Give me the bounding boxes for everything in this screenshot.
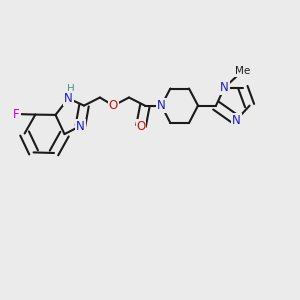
Text: Me: Me <box>235 66 250 76</box>
Text: H: H <box>67 84 75 94</box>
Text: N: N <box>220 81 229 94</box>
Text: N: N <box>64 92 73 105</box>
Text: N: N <box>232 113 241 127</box>
Text: O: O <box>136 119 146 133</box>
Text: O: O <box>109 99 118 112</box>
Text: F: F <box>13 107 20 121</box>
Text: N: N <box>157 99 166 112</box>
Text: N: N <box>76 119 85 133</box>
